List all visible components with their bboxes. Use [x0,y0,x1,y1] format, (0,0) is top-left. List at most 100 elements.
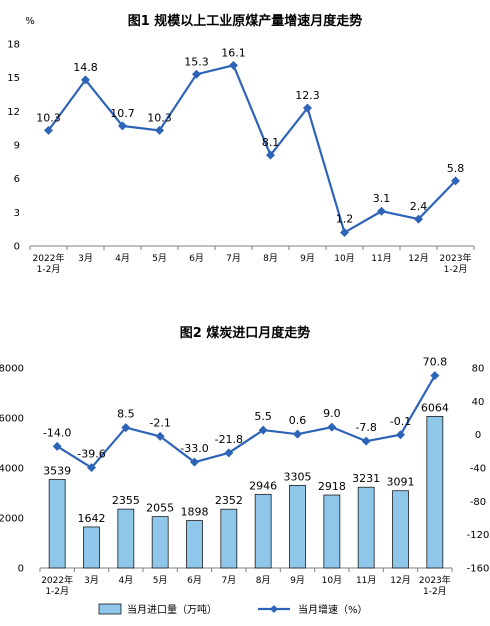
chart2-x-tick-label: 2023年 1-2月 [419,574,451,597]
chart2-right-y-tick-label: 80 [472,364,485,375]
chart2-right-y-tick-label: 40 [472,397,485,408]
chart2-growth-point [293,429,302,439]
chart2-bar-label: 2055 [146,502,174,515]
chart1-x-tick-label: 7月 [226,253,241,264]
chart2-right-y-tick-label: 0 [475,430,481,441]
chart2-right-y-tick-label: -120 [467,530,490,541]
chart1-data-point [81,75,90,85]
chart2-left-y-tick-label: 4000 [0,464,24,475]
chart1-y-tick-label: 0 [14,242,20,253]
chart1-series-line [47,64,457,235]
chart2-bar-label: 6064 [421,401,449,414]
chart1-data-label: 10.3 [36,111,61,124]
chart2-bar [151,516,169,569]
chart2-x-tick-label: 8月 [256,575,271,586]
chart2-growth-label: -33.0 [180,442,208,455]
chart2-growth-label: 8.5 [117,408,135,421]
chart2-growth-point [52,441,62,451]
chart2-bar [117,508,135,569]
chart2-x-tick-label: 5月 [153,575,168,586]
chart1-data-label: 5.8 [447,162,465,175]
chart1-x-tick-label: 6月 [189,253,204,264]
chart1-y-axis-unit: % [25,16,35,27]
chart2-bar-label: 2918 [318,480,346,493]
chart2-bar-label: 3231 [352,472,380,485]
chart1-data-point [340,228,349,238]
chart1-x-tick-label: 4月 [115,253,130,264]
chart1-data-point [303,103,312,113]
chart2-bar [186,520,203,569]
chart2-growth-point [155,431,165,441]
chart2-growth-label: 70.8 [423,356,448,369]
chart1-y-tick-label: 15 [7,73,20,84]
chart2-x-tick-label: 6月 [187,575,202,586]
chart2-growth-point [258,425,268,435]
chart2-title: 图2 煤炭进口月度走势 [179,326,311,341]
chart2-bar [323,494,341,569]
chart1-x-tick-label: 2023年 1-2月 [440,252,472,275]
chart2-growth-label: -21.8 [215,433,243,446]
chart1-x-tick-label: 8月 [263,253,278,264]
chart2-bar-label: 2946 [249,479,277,492]
chart2-x-tick-label: 9月 [290,575,305,586]
chart1-x-tick-label: 10月 [334,253,354,264]
chart2-growth-label: -0.1 [390,415,411,428]
chart1-data-point [118,121,127,131]
chart2-growth-label: -2.1 [149,416,170,429]
chart1-data-point [44,125,53,135]
chart1-data-point [229,60,238,70]
chart2-x-tick-label: 2022年 1-2月 [41,574,73,597]
chart1-data-label: 12.3 [295,89,320,102]
chart1-data-label: 10.3 [147,111,172,124]
chart2-bar-label: 3305 [284,470,312,483]
chart2-growth-point [430,371,440,381]
chart1-x-tick-label: 2022年 1-2月 [33,252,65,275]
chart2-bar-label: 2355 [112,494,140,507]
chart2-legend-bar-swatch [98,603,122,615]
chart2-growth-point [361,436,371,446]
chart2-bar-label: 1898 [181,506,209,519]
chart2-growth-label: 0.6 [289,414,307,427]
chart2-left-y-tick-label: 2000 [0,514,24,525]
chart2-legend-bar-label: 当月进口量（万吨） [127,603,217,616]
chart2-right-y-tick-label: -40 [470,464,486,475]
chart2-growth-point [327,422,337,432]
chart2-bar [48,479,66,569]
chart1-data-label: 1.2 [336,213,354,226]
chart2-left-y-tick-label: 6000 [0,414,24,425]
chart1-data-label: 14.8 [73,61,98,74]
chart2-bar-label: 3539 [43,465,71,478]
chart1-y-tick-label: 18 [7,40,20,51]
chart1-x-tick-label: 12月 [408,253,428,264]
chart2-bar-label: 1642 [78,512,106,525]
chart2-bar [357,486,375,569]
chart1-data-label: 8.1 [262,136,280,149]
chart2-legend-line-label: 当月增速（%） [298,603,368,616]
chart2-left-y-tick-label: 8000 [0,364,24,375]
chart2-legend-line-marker [270,605,278,613]
chart1-data-label: 2.4 [410,200,428,213]
chart1-x-tick-label: 3月 [78,253,93,264]
chart2-bar [83,526,100,569]
chart1-y-tick-label: 12 [7,107,20,118]
chart2-growth-label: 5.5 [254,410,272,423]
chart1-y-tick-label: 6 [14,174,20,185]
chart2-bar [254,493,272,569]
chart2-bar-label: 3091 [387,476,415,489]
chart2-x-tick-label: 3月 [84,575,99,586]
chart2-growth-label: 9.0 [323,407,341,420]
chart2-right-y-tick-label: -80 [470,497,486,508]
chart2-growth-point [224,448,234,458]
chart2-growth-point [121,423,131,433]
chart2-right-y-tick-label: -160 [467,564,490,575]
chart2-bar [289,484,306,569]
chart2-x-tick-label: 12月 [390,575,410,586]
chart1-data-point [451,176,460,186]
chart1-data-point [266,150,275,160]
chart1-data-point [192,69,201,79]
chart2-growth-point [87,463,96,473]
chart2-x-tick-label: 11月 [356,575,376,586]
chart1-data-point [377,206,386,216]
chart1-x-tick-label: 5月 [152,253,167,264]
